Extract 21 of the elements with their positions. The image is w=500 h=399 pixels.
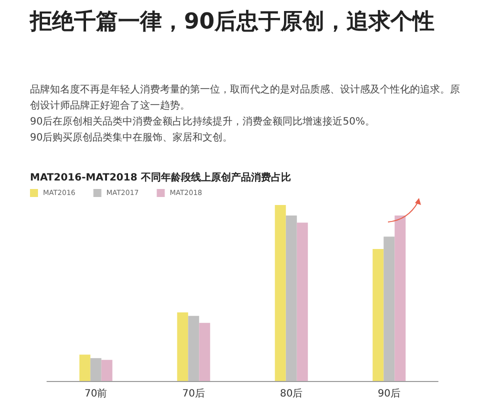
bar — [199, 322, 210, 381]
bar — [101, 360, 112, 381]
bar — [372, 249, 384, 381]
bar — [79, 354, 90, 381]
chart-title: 拒绝千篇一律，90后忠于原创，追求个性 — [29, 10, 435, 34]
chart-subtitle: MAT2016-MAT2018 不同年龄段线上原创产品消费占比 — [30, 172, 291, 184]
x-tick-label: 90后 — [378, 388, 400, 399]
bar — [394, 216, 406, 381]
bar — [188, 316, 200, 381]
text: 品牌知名度不再是年轻人消费考量的第一位，取而代之的是对品质感、设计感及个性化的追求。原创设计师品牌正好迎合了这一趋势。 — [30, 84, 460, 112]
bar — [274, 205, 286, 381]
bar — [296, 222, 308, 381]
bar — [90, 358, 102, 381]
x-tick-label: 70前 — [84, 388, 108, 399]
bar — [177, 312, 188, 381]
bar — [384, 236, 395, 381]
x-tick-label: 70后 — [182, 388, 205, 399]
x-tick-label: 80后 — [280, 388, 303, 399]
text: 90后在原创相关品类中消费金额占比持续提升，消费金额同比增速接近50%。 — [30, 116, 375, 128]
bar — [286, 216, 297, 381]
text: 90后购买原创品类集中在服饰、家居和文创。 — [30, 132, 233, 144]
